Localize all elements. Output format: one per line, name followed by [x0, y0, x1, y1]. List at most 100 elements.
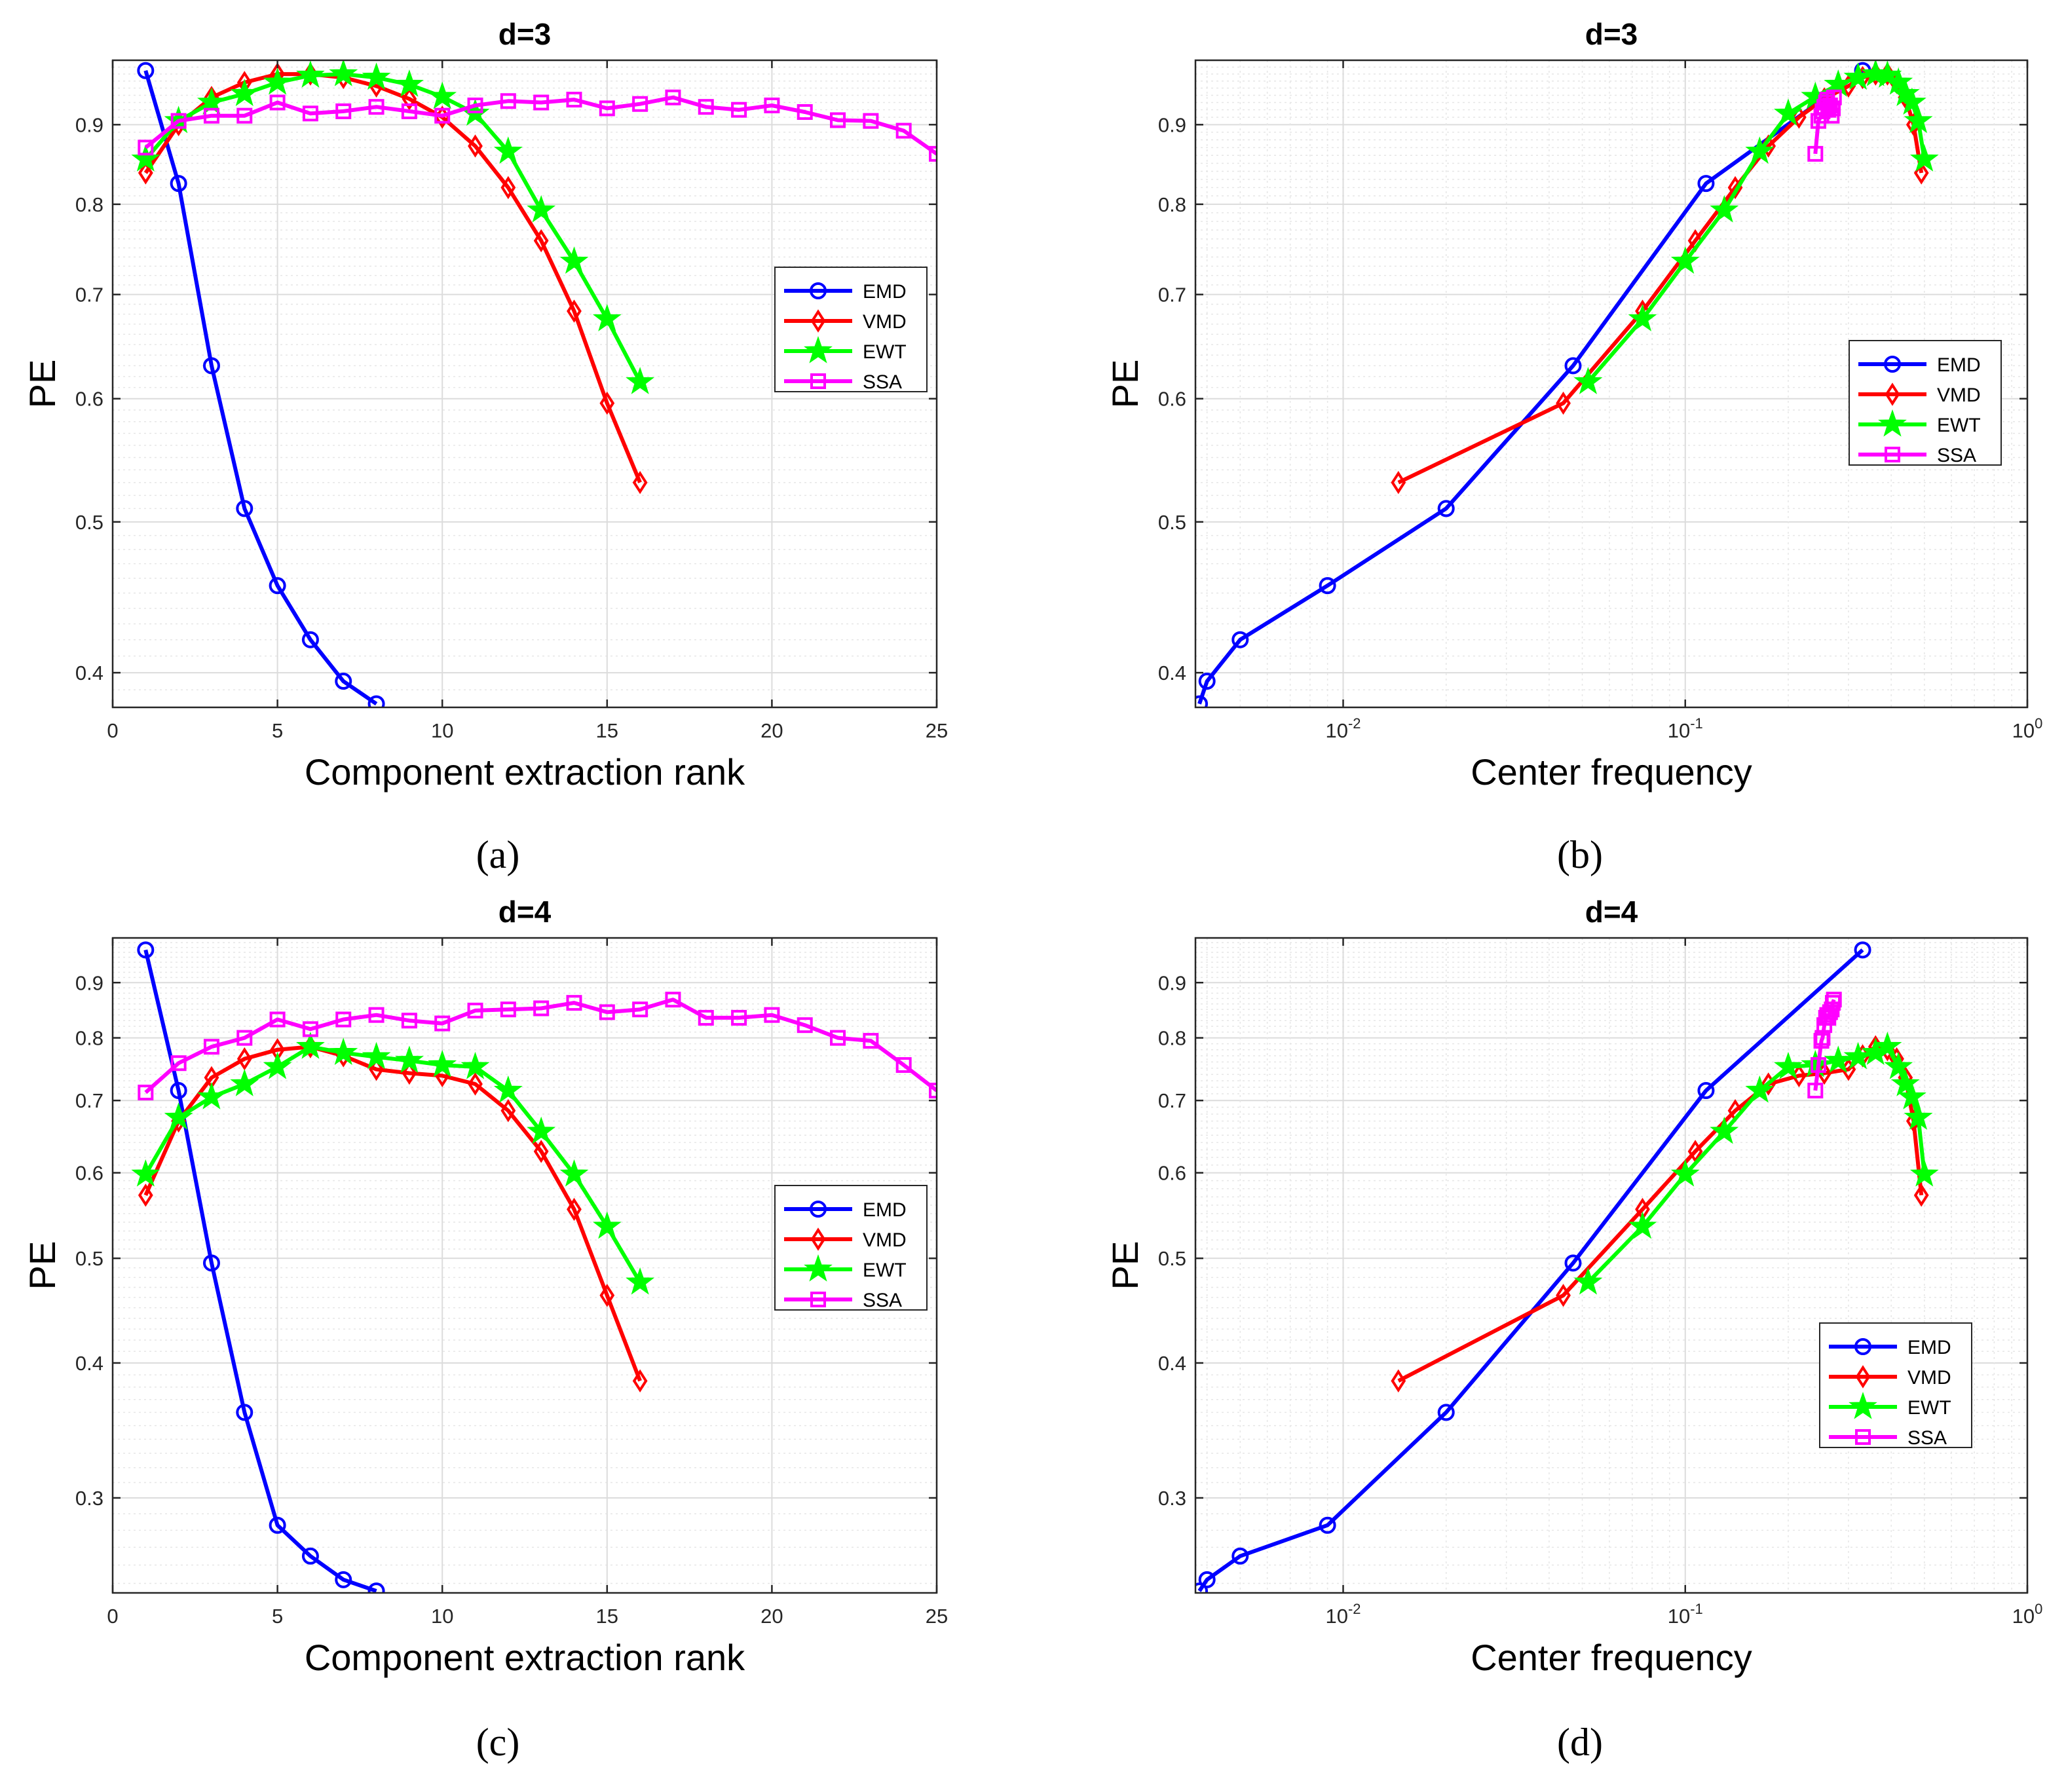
panel-c-ssa-point: [929, 1083, 937, 1099]
panel-c-ytick-label: 0.5: [75, 1247, 103, 1270]
panel-d-legend: EMD VMD EWT SSA: [1819, 1322, 1972, 1449]
panel-d-emd-point: [1319, 1516, 1336, 1534]
panel-d-ewt-point: [1897, 1082, 1926, 1110]
panel-b-legend-emd-marker: [1884, 356, 1901, 373]
panel-d-ticks: 0.3 0.4 0.5 0.6 0.7 0.8 0.9 10-2 10-1 100: [1158, 938, 2042, 1628]
panel-d-emd-point: [1697, 1082, 1715, 1100]
panel-a-legend-ewt-label: EWT: [863, 341, 907, 363]
panel-a-ewt-point: [230, 79, 259, 106]
panel-d-xtick-label: 10-2: [1325, 1601, 1361, 1628]
panel-a-ssa-point: [665, 89, 681, 105]
panel-c-ssa-point: [302, 1021, 318, 1037]
panel-a-caption: (a): [476, 833, 520, 876]
panel-d-legend-vmd-label: VMD: [1907, 1367, 1951, 1389]
panel-c-ewt-point: [559, 1159, 589, 1187]
panel-a-ewt-point: [296, 60, 325, 88]
panel-a-emd-point: [301, 631, 319, 648]
panel-c-xtick-label: 5: [272, 1605, 283, 1628]
panel-a-ewt-point: [394, 69, 424, 97]
panel-a-emd-point: [202, 357, 220, 375]
panel-c-ewt-point: [197, 1082, 226, 1110]
panel-d-ewt-point: [1884, 1051, 1913, 1079]
panel-d-emd-point: [1195, 1582, 1209, 1593]
panel-d-vmd-point: [1391, 1369, 1406, 1393]
panel-c-series: [131, 941, 937, 1593]
panel-d-caption: (d): [1557, 1721, 1603, 1764]
panel-c-ssa-point: [797, 1017, 813, 1034]
panel-a-vmd-point: [402, 87, 417, 111]
panel-c-xtick-label: 20: [761, 1605, 783, 1628]
panel-c-ssa-point: [632, 1001, 648, 1018]
panel-b-ylabel: PE: [1104, 360, 1146, 409]
panel-d-emd-point: [1564, 1254, 1582, 1272]
panel-a-emd-line: [143, 69, 378, 706]
panel-b-emd-point: [1319, 577, 1336, 595]
panel-c-ewt-point: [527, 1116, 556, 1144]
panel-a-xtick-label: 15: [596, 719, 618, 742]
panel-d-ssa-point: [1826, 992, 1842, 1008]
panel-a-ssa-point: [863, 113, 879, 129]
panel-d-ytick-label: 0.4: [1158, 1352, 1186, 1375]
panel-b-legend-ewt-label: EWT: [1937, 415, 1981, 436]
panel-d-title: d=4: [1585, 895, 1638, 929]
panel-c-ytick-label: 0.9: [75, 971, 103, 994]
panel-d-ewt-point: [1843, 1041, 1873, 1070]
panel-d-xlabel: Center frequency: [1471, 1637, 1752, 1678]
panel-d-ytick-label: 0.5: [1158, 1247, 1186, 1270]
panel-c-ytick-label: 0.4: [75, 1352, 103, 1375]
panel-d-emd-point: [1854, 941, 1871, 959]
panel-a-emd-point: [137, 62, 155, 79]
panel-a-vmd-point: [567, 299, 582, 323]
panel-a-ssa-point: [698, 99, 714, 115]
panel-c-legend-vmd-marker: [810, 1227, 826, 1251]
panel-a-ewt-point: [329, 60, 358, 86]
panel-c-vmd-line: [143, 1045, 642, 1382]
panel-a-vmd-line: [143, 72, 642, 483]
panel-c-ssa-point: [203, 1039, 219, 1055]
panel-d-ewt-point: [1670, 1159, 1700, 1187]
panel-c-xtick-label: 15: [596, 1605, 618, 1628]
panel-c-emd-point: [269, 1516, 286, 1534]
panel-a-ytick-label: 0.9: [75, 113, 103, 136]
panel-a-ewt-point: [197, 87, 226, 115]
panel-b-ewt-point: [1573, 367, 1603, 394]
panel-c-legend-emd-label: EMD: [863, 1199, 907, 1221]
panel-b-ytick-label: 0.9: [1158, 113, 1186, 136]
panel-a-ytick-label: 0.4: [75, 662, 103, 684]
panel-c-ssa-point: [830, 1030, 846, 1046]
panel-c-xlabel: Component extraction rank: [305, 1637, 745, 1678]
panel-c-ytick-label: 0.7: [75, 1089, 103, 1112]
panel-a-xtick-label: 20: [761, 719, 783, 742]
panel-c-ewt-line: [143, 1045, 642, 1284]
panel-d-ytick-label: 0.6: [1158, 1162, 1186, 1185]
panel-a-ssa-line: [144, 95, 937, 156]
panel-a-emd-point: [170, 175, 187, 193]
panel-b-ytick-label: 0.5: [1158, 511, 1186, 534]
panel-a-legend-vmd-marker: [810, 309, 826, 333]
panel-a-ssa-point: [434, 107, 451, 124]
panel-d-legend-ewt-marker: [1849, 1391, 1877, 1419]
panel-c-emd-point: [170, 1082, 187, 1100]
panel-d-ssa-point: [1807, 1083, 1824, 1099]
panel-a-xtick-label: 0: [107, 719, 118, 742]
panel-c-ytick-label: 0.8: [75, 1027, 103, 1050]
panel-b-ytick-label: 0.8: [1158, 193, 1186, 216]
panel-a-legend-ssa-marker: [810, 373, 826, 389]
panel-c-vmd-point: [632, 1369, 648, 1393]
panel-c-legend-emd-marker: [810, 1201, 827, 1218]
panel-a-emd-point: [236, 500, 254, 517]
panel-b-ewt-point: [1904, 105, 1933, 134]
panel-a-ylabel: PE: [22, 360, 63, 409]
panel-c-ssa-point: [895, 1057, 912, 1073]
panel-b-ewt-point: [1909, 144, 1939, 172]
panel-a-ssa-point: [895, 122, 912, 139]
panel-c-ewt-point: [428, 1050, 457, 1077]
panel-c-ssa-point: [863, 1033, 879, 1049]
panel-b-caption: (b): [1557, 833, 1603, 876]
panel-a-ssa-point: [203, 107, 219, 124]
panel-a-series: [131, 60, 937, 707]
panel-a-ewt-point: [428, 81, 457, 109]
panel-d-ewt-point: [1745, 1075, 1775, 1103]
panel-a-ytick-label: 0.7: [75, 284, 103, 307]
panel-a-ytick-label: 0.5: [75, 511, 103, 534]
